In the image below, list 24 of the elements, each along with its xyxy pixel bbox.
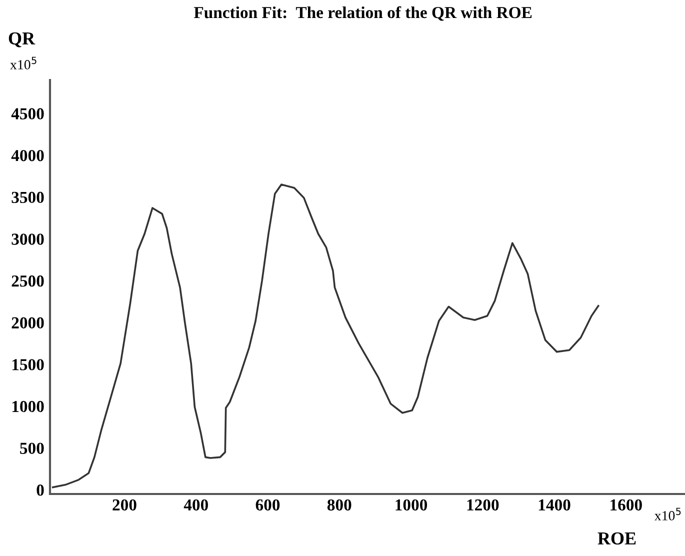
text: x10$^{5}$ (10, 56, 36, 70)
y-tick-label: 2000 (12, 317, 44, 328)
x-tick-label: 1600 (610, 499, 642, 511)
y-tick-label: 0 (36, 484, 44, 496)
y-tick-label: 4000 (11, 150, 44, 162)
y-tick-label: 2500 (12, 275, 44, 287)
x-tick-label: 1400 (538, 499, 570, 511)
chart-title: Function Fit: The relation of the QR with ROE (194, 6, 532, 21)
line-series (52, 184, 600, 488)
x-tick-label: 600 (256, 499, 280, 511)
y-tick-label: 4500 (11, 108, 44, 120)
x-tick-label: 1200 (467, 499, 499, 511)
y-tick-label: 500 (20, 442, 44, 454)
y-tick-label: 3500 (12, 192, 44, 204)
x-tick-label: 200 (112, 499, 136, 511)
y-tick-label: 1500 (12, 359, 44, 370)
x-tick-label: 800 (327, 499, 352, 511)
x-tick-label: 1000 (396, 499, 428, 511)
y-tick-label: 1000 (12, 400, 44, 412)
y-tick-label: 3000 (12, 234, 44, 245)
text: x10$^{5}$ (654, 508, 681, 520)
y-axis-title: QR (8, 32, 36, 48)
x-axis-title: ROE (598, 532, 636, 545)
x-tick-label: 400 (184, 499, 208, 511)
